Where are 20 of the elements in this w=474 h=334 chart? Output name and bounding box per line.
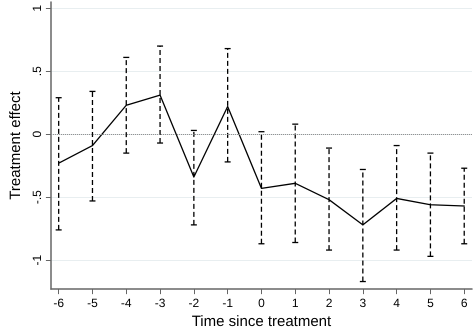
y-tick-label: .5 <box>30 66 44 76</box>
y-axis-title: Treatment effect <box>7 90 24 200</box>
x-tick-label: -3 <box>154 296 166 310</box>
x-tick-label: -1 <box>222 296 234 310</box>
x-tick-label: 3 <box>359 296 366 310</box>
x-tick-label: 1 <box>292 296 299 310</box>
x-axis-title: Time since treatment <box>192 313 332 330</box>
y-tick-label: 1 <box>30 4 44 12</box>
x-tick-label: 2 <box>326 296 333 310</box>
x-tick-label: -6 <box>53 296 64 310</box>
y-tick-label: -1 <box>30 254 44 266</box>
x-tick-label: 6 <box>460 296 468 310</box>
y-tick-label: 0 <box>30 130 44 138</box>
x-tick-label: 0 <box>258 296 266 310</box>
x-tick-label: -5 <box>87 296 98 310</box>
x-tick-label: -4 <box>120 296 132 310</box>
x-tick-label: 4 <box>393 296 400 310</box>
x-tick-label: -2 <box>188 296 200 310</box>
x-tick-label: 5 <box>427 296 434 310</box>
y-tick-label: -.5 <box>30 190 44 204</box>
